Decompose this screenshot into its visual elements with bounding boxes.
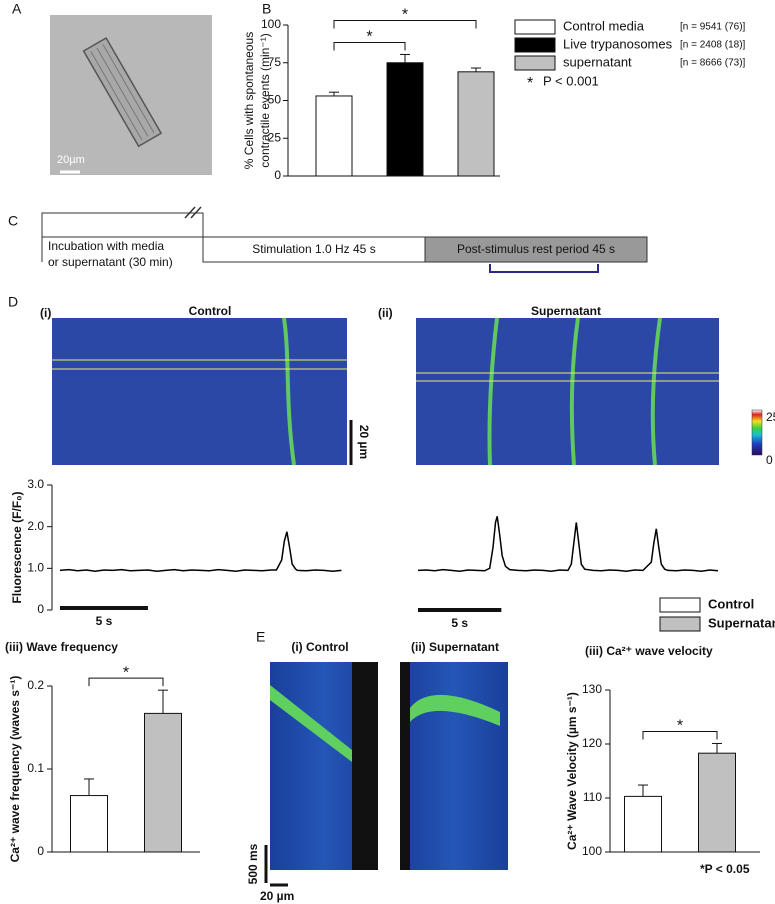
significance-label: *	[366, 29, 372, 46]
cell	[82, 36, 163, 148]
y-tick-label: 0	[37, 602, 44, 616]
kymograph	[416, 317, 719, 466]
legend-label: Control media	[563, 18, 645, 33]
y-tick-label: 25	[268, 130, 282, 144]
bar	[624, 795, 662, 853]
panel-sublabel: (i)	[40, 306, 51, 320]
y-tick-label: 0	[274, 168, 281, 182]
significance-label: *	[402, 7, 408, 24]
y-axis-label: % Cells with spontaneous	[242, 32, 256, 169]
significance-label: *	[677, 718, 683, 735]
legend-swatch	[514, 55, 556, 71]
bar	[70, 795, 108, 853]
y-axis-label: Fluorescence (F/F₀)	[10, 491, 24, 603]
p-note: *P < 0.05	[700, 862, 750, 876]
chart-title: (iii) Ca²⁺ wave velocity	[585, 644, 713, 658]
timeline-label: or supernatant (30 min)	[48, 255, 173, 269]
y-axis-label: contractile events (min⁻¹)	[258, 33, 272, 167]
y-tick-label: 50	[268, 93, 282, 107]
legend-note: [n = 2408 (18)]	[680, 40, 746, 51]
significance-bracket	[642, 730, 718, 740]
scale-bar-label: 5 s	[96, 614, 113, 628]
y-tick-label: 100	[582, 844, 602, 858]
legend-swatch	[514, 19, 556, 35]
legend-label: Control	[708, 596, 754, 611]
y-tick-label: 3.0	[27, 477, 44, 491]
panel-label: B	[262, 1, 271, 17]
legend-note: [n = 8666 (73)]	[680, 58, 746, 69]
colorbar-label: 0	[766, 453, 773, 467]
significance-bracket	[88, 677, 164, 687]
panel-label: A	[12, 1, 22, 17]
scale-bar-label: 20µm	[57, 154, 85, 166]
kymograph	[52, 317, 347, 466]
y-tick-label: 120	[582, 736, 602, 750]
panel-title: (ii) Supernatant	[411, 640, 499, 654]
legend-swatch	[514, 37, 556, 53]
colorbar-label: 255	[766, 410, 775, 424]
bar	[386, 62, 424, 177]
y-tick-label: 110	[583, 790, 602, 804]
bar	[457, 71, 495, 177]
y-tick-label: 0	[37, 844, 44, 858]
bar	[315, 95, 353, 177]
legend-swatch	[659, 616, 701, 632]
legend-label: supernatant	[563, 54, 632, 69]
significance-label: *	[123, 664, 129, 681]
timeline	[41, 206, 648, 273]
y-tick-label: 1.0	[27, 561, 44, 575]
panel-label: E	[256, 629, 265, 645]
scale-bar-label: 500 ms	[246, 843, 260, 884]
y-tick-label: 0.2	[27, 678, 44, 692]
panel-label: C	[8, 213, 18, 229]
y-tick-label: 100	[261, 17, 281, 31]
timeline-label: Post-stimulus rest period 45 s	[457, 242, 615, 256]
legend-note: [n = 9541 (76)]	[680, 22, 746, 33]
significance-bracket	[333, 41, 406, 51]
y-tick-label: 2.0	[27, 519, 44, 533]
panel-title: Control	[189, 304, 232, 318]
y-tick-label: 75	[268, 55, 282, 69]
p-note-symbol: *	[527, 75, 533, 92]
p-note: P < 0.001	[543, 73, 599, 88]
chart-title: (iii) Wave frequency	[5, 640, 118, 654]
line-scan	[270, 662, 378, 870]
trace	[59, 531, 342, 573]
panel-title: (i) Control	[291, 640, 348, 654]
panel-sublabel: (ii)	[378, 306, 393, 320]
colorbar	[751, 409, 763, 456]
timeline-label: Incubation with media	[48, 239, 164, 253]
bar	[144, 712, 182, 853]
scale-bar-label: 20 µm	[357, 425, 371, 459]
y-tick-label: 0.1	[27, 761, 44, 775]
timeline-label: Stimulation 1.0 Hz 45 s	[252, 242, 375, 256]
legend-label: Live trypanosomes	[563, 36, 673, 51]
legend-label: Supernatant	[708, 615, 775, 630]
panel-label: D	[8, 294, 18, 310]
y-axis-label: Ca²⁺ wave frequency (waves s⁻¹)	[8, 676, 22, 863]
significance-bracket	[333, 19, 477, 29]
y-axis-label: Ca²⁺ Wave Velocity (µm s⁻¹)	[565, 692, 579, 850]
panel-title: Supernatant	[531, 304, 601, 318]
scale-bar-label: 5 s	[451, 616, 468, 630]
line-scan	[400, 662, 508, 870]
y-tick-label: 130	[582, 682, 602, 696]
bar	[698, 752, 736, 853]
legend-swatch	[659, 597, 701, 613]
trace	[417, 516, 719, 573]
scale-bar-label: 20 µm	[260, 889, 294, 903]
